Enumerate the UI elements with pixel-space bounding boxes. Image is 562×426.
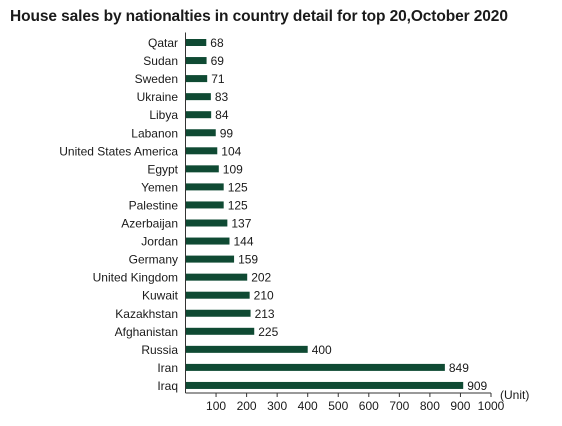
category-label: Russia [141,343,178,357]
bar [185,39,207,46]
value-label: 400 [312,343,332,357]
category-label: Iraq [157,379,178,393]
bar [185,381,464,389]
value-label: 69 [211,54,225,68]
value-label: 213 [255,307,275,321]
bar [185,363,445,371]
value-label: 84 [215,108,229,122]
category-label: Germany [129,253,178,267]
value-label: 849 [449,361,469,375]
bars-layer [185,39,464,389]
value-label: 104 [221,144,241,158]
value-label: 210 [254,289,274,303]
bar [185,129,216,137]
category-label: Jordan [141,235,178,249]
value-label: 202 [251,271,271,285]
bar [185,183,224,191]
bar [185,93,211,101]
category-label: Palestine [129,198,179,212]
value-label: 137 [231,217,251,231]
value-label: 125 [228,180,248,194]
category-label: Sweden [135,72,178,86]
bar [185,147,218,155]
category-label: Kazakhstan [115,307,178,321]
category-label: Egypt [147,162,178,176]
category-label: Afghanistan [115,325,178,339]
bar [185,57,207,65]
x-tick-label: 100 [206,399,226,413]
value-label: 159 [238,253,258,267]
value-label: 83 [215,90,229,104]
axes-layer: Qatar 68 Sudan 69 Sweden 71 Ukraine 83 Libya 84 La… [59,32,529,413]
chart-title: House sales by nationalties in country d… [10,8,508,25]
category-label: Kuwait [142,289,179,303]
x-axis-unit-label: (Unit) [500,388,529,402]
x-tick-label: 500 [328,399,348,413]
bar [185,75,208,83]
x-tick-label: 700 [389,399,409,413]
bar [185,201,224,209]
x-tick-label: 600 [359,399,379,413]
x-tick-label: 800 [420,399,440,413]
value-label: 144 [233,235,253,249]
bar [185,291,250,299]
value-label: 125 [228,198,248,212]
category-label: Yemen [141,180,178,194]
x-tick-label: 300 [267,399,287,413]
x-tick-label: 400 [298,399,318,413]
bar [185,255,235,263]
x-tick-label: 900 [450,399,470,413]
bar [185,219,228,227]
bar [185,345,308,353]
x-tick-label: 200 [237,399,257,413]
bar [185,327,255,335]
bar [185,237,230,245]
category-label: Azerbaijan [121,217,178,231]
bar [185,273,248,281]
bar [185,165,219,173]
category-label: United States America [59,144,178,158]
value-label: 68 [210,36,224,50]
category-label: Qatar [148,36,178,50]
value-label: 225 [258,325,278,339]
bar [185,309,251,317]
category-label: United Kingdom [93,271,178,285]
category-label: Libya [149,108,178,122]
category-label: Ukraine [137,90,179,104]
category-label: Sudan [143,54,178,68]
value-label: 909 [467,379,487,393]
value-label: 99 [220,126,234,140]
category-label: Labanon [131,126,178,140]
category-label: Iran [157,361,178,375]
bar [185,111,212,119]
x-tick-label: 1000 [478,399,505,413]
value-label: 71 [211,72,225,86]
value-label: 109 [223,162,243,176]
